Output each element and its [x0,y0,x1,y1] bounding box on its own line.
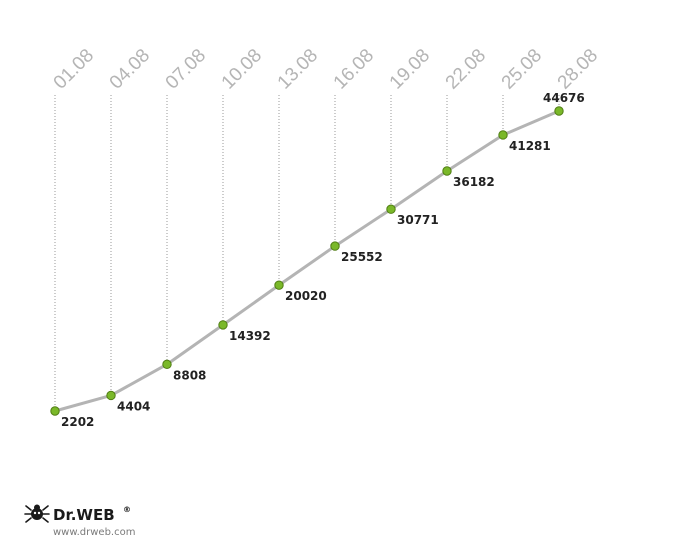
data-label: 36182 [453,175,495,189]
data-label: 8808 [173,368,206,382]
data-label: 30771 [397,213,439,227]
data-label: 4404 [117,399,150,413]
grid-lines [54,95,560,411]
x-tick-label: 19.08 [386,45,434,93]
x-tick-label: 01.08 [50,45,98,93]
data-point [386,204,396,214]
data-point [218,320,228,330]
data-label: 14392 [229,329,271,343]
x-tick-label: 22.08 [442,45,490,93]
logo-url: www.drweb.com [53,527,135,538]
spider-icon [24,504,50,523]
x-tick-label: 13.08 [274,45,322,93]
data-point [106,390,116,401]
x-tick-label: 10.08 [218,45,266,93]
data-label: 2202 [61,415,94,429]
logo-text: Dr.WEB [53,506,115,524]
data-point [50,406,60,416]
x-tick-label: 25.08 [498,45,546,93]
data-labels: 2202 4404 8808 14392 20020 25552 30771 36182 412… [61,91,585,429]
data-point [554,106,564,116]
registered-mark: ® [123,505,131,514]
data-label: 44676 [543,91,585,105]
data-label: 20020 [285,289,327,303]
data-point [330,241,340,251]
data-points [50,106,564,416]
x-tick-label: 28.08 [554,45,602,93]
data-point [274,280,284,290]
data-point [442,166,452,176]
x-tick-labels: 01.08 04.08 07.08 10.08 13.08 16.08 19.08 22.08… [50,45,602,93]
drweb-logo: Dr.WEB ® www.drweb.com [24,504,135,538]
data-point [162,359,172,370]
data-point [498,130,508,140]
x-tick-label: 04.08 [106,45,154,93]
x-tick-label: 07.08 [162,45,210,93]
x-tick-label: 16.08 [330,45,378,93]
data-label: 25552 [341,250,383,264]
series-line [53,109,561,413]
data-label: 41281 [509,139,551,153]
